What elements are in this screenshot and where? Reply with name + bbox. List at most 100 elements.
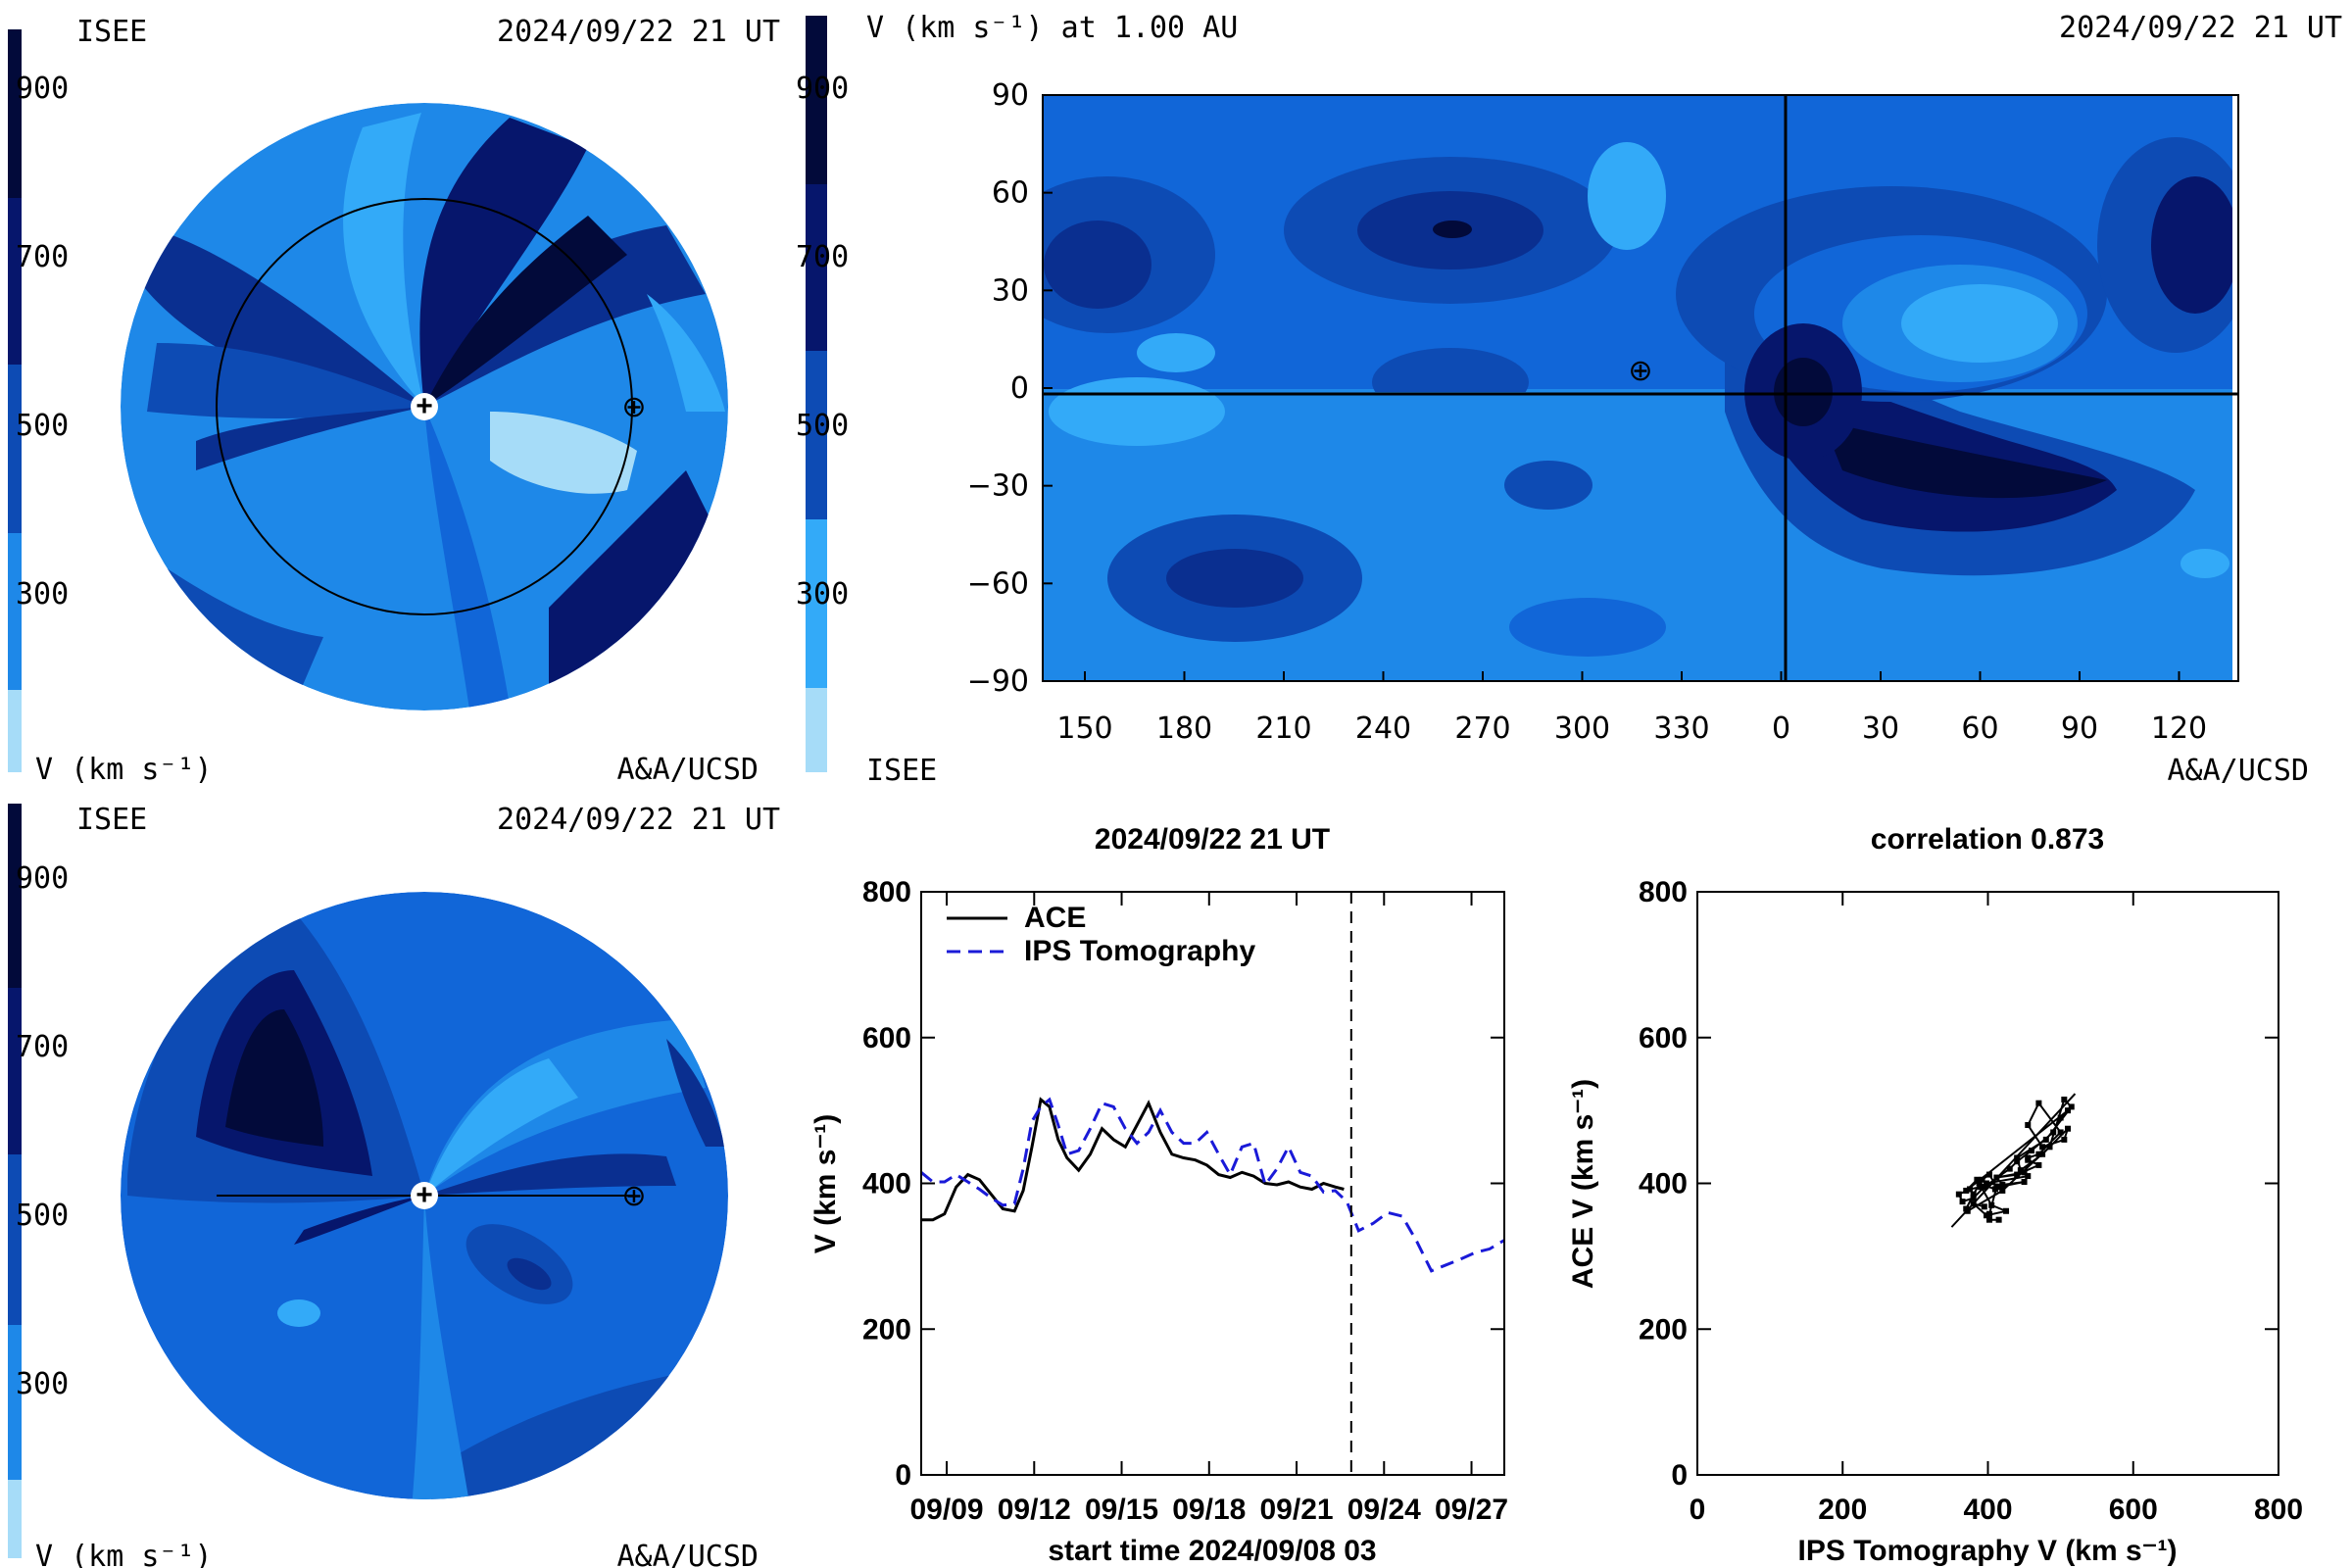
scatter-point [1988, 1201, 1995, 1208]
scatter-point [1979, 1176, 1985, 1183]
colorbar-top-right [806, 16, 827, 772]
timeseries-x-tick-label: 09/09 [909, 1494, 983, 1526]
scatter-point [2050, 1129, 2057, 1136]
scatter-point [1970, 1195, 1977, 1201]
timeseries-x-tick-label: 09/18 [1172, 1494, 1246, 1526]
colorbar-tick-700: 700 [796, 240, 849, 274]
scatter-x-tick-label: 0 [1690, 1494, 1706, 1526]
scatter-point [1984, 1180, 1990, 1187]
map-x-tick-label: 180 [1156, 711, 1212, 746]
scatter-point [2061, 1096, 2068, 1102]
timeseries-x-tick-label: 09/24 [1348, 1494, 1421, 1526]
timeseries-panel: 2024/09/22 21 UT 0 200 400 600 800 09/09 09/12… [809, 823, 1508, 1567]
map-x-tick-label: 30 [1862, 711, 1899, 746]
scatter-y-tick-label: 200 [1639, 1313, 1688, 1346]
map-x-ticks: 150 180 210 240 270 300 330 0 30 60 90 120 [1056, 671, 2207, 746]
map-x-tick-label: 330 [1653, 711, 1709, 746]
scatter-y-tick-label: 0 [1671, 1459, 1688, 1492]
earth-marker: ⊕ [621, 390, 646, 424]
timeseries-title: 2024/09/22 21 UT [1095, 823, 1330, 856]
colorbar-bottom-left [8, 804, 22, 1558]
scatter-point [2006, 1165, 2013, 1172]
map-title: V (km s⁻¹) at 1.00 AU [866, 11, 1238, 45]
map-x-tick-label: 90 [2061, 711, 2098, 746]
map-timestamp: 2024/09/22 21 UT [2059, 11, 2342, 45]
map-x-tick-label: 210 [1255, 711, 1311, 746]
timestamp-label: 2024/09/22 21 UT [497, 15, 780, 49]
map-credit-label: A&A/UCSD [2168, 754, 2310, 788]
sun-marker [411, 393, 438, 420]
scatter-point [2017, 1167, 2024, 1174]
scatter-point [2035, 1151, 2042, 1157]
scatter-point [2014, 1171, 2021, 1178]
timeseries-y-tick-label: 200 [862, 1313, 911, 1346]
scatter-point [2057, 1129, 2064, 1136]
scatter-point [1963, 1187, 1970, 1194]
scatter-point [2003, 1207, 2010, 1214]
timeseries-plot: 0 200 400 600 800 09/09 09/12 09/15 09/18 09/21 09… [862, 876, 1508, 1526]
timeseries-x-tick-label: 09/12 [998, 1494, 1071, 1526]
earth-orbit-circle [216, 198, 633, 615]
scatter-point [2065, 1107, 2072, 1114]
isee-label: ISEE [76, 15, 147, 49]
polar-panel-bottom: 900 700 500 300 ISEE 2024/09/22 21 UT V … [8, 803, 780, 1568]
fit-line [1950, 1093, 2077, 1228]
timeseries-frame [920, 891, 1505, 1476]
credit-label: A&A/UCSD [617, 1540, 760, 1568]
scatter-point [1981, 1203, 1987, 1210]
colorbar-tick-500: 500 [796, 409, 849, 443]
scatter-point [1985, 1216, 1992, 1223]
map-y-tick-label: −90 [967, 664, 1029, 699]
legend-ips-label: IPS Tomography [1024, 935, 1255, 967]
scatter-point [1985, 1171, 1992, 1178]
timeseries-y-tick-label: 800 [862, 876, 911, 908]
scatter-y-tick-label: 400 [1639, 1168, 1688, 1200]
map-x-tick-label: 150 [1056, 711, 1112, 746]
timeseries-ylabel: V (km s⁻¹) [809, 1114, 842, 1254]
timestamp-label: 2024/09/22 21 UT [497, 803, 780, 837]
colorbar-tick-300: 300 [796, 577, 849, 612]
scatter-x-tick-label: 400 [1963, 1494, 2012, 1526]
sun-cross: + [416, 1179, 433, 1211]
colorbar-tick-700: 700 [16, 240, 69, 274]
scatter-point [2021, 1169, 2028, 1176]
unit-label: V (km s⁻¹) [35, 753, 213, 787]
map-y-tick-label: −30 [967, 469, 1029, 504]
polar-disk-top [121, 103, 728, 710]
scatter-point [1999, 1181, 2006, 1188]
legend: ACE IPS Tomography [947, 902, 1255, 967]
colorbar-top-left [8, 29, 22, 772]
sun-cross: + [416, 390, 433, 422]
map-x-tick-label: 60 [1961, 711, 1998, 746]
scatter-point [1978, 1184, 1984, 1191]
scatter-point [1999, 1187, 2006, 1194]
scatter-plot: 0 200 400 600 800 0 200 400 600 800 [1639, 876, 2303, 1526]
scatter-point [2025, 1173, 2032, 1180]
scatter-point [2035, 1100, 2042, 1106]
colorbar-tick-500: 500 [16, 409, 69, 443]
scatter-point [2021, 1179, 2028, 1186]
colorbar-tick-700: 700 [16, 1030, 69, 1064]
scatter-point [2028, 1148, 2034, 1154]
colorbar-tick-500: 500 [16, 1199, 69, 1233]
scatter-point [1955, 1191, 1962, 1198]
map-panel: 900 700 500 300 V (km s⁻¹) at 1.00 AU 20… [796, 11, 2342, 788]
map-x-tick-label: 240 [1355, 711, 1411, 746]
timeseries-x-tick-label: 09/21 [1259, 1494, 1333, 1526]
timeseries-y-tick-label: 0 [895, 1459, 911, 1492]
map-y-tick-label: 90 [992, 78, 1029, 113]
scatter-frame [1696, 891, 2279, 1476]
scatter-point [1991, 1186, 1998, 1193]
credit-label: A&A/UCSD [617, 753, 760, 787]
scatter-title: correlation 0.873 [1871, 823, 2104, 856]
ips-series-line [921, 1097, 1504, 1273]
scatter-point [2039, 1151, 2046, 1157]
scatter-point [1959, 1199, 1966, 1205]
map-y-tick-label: 60 [992, 176, 1029, 211]
scatter-point [1976, 1180, 1983, 1187]
earth-marker: ⊕ [1628, 354, 1652, 388]
map-y-tick-label: −60 [967, 566, 1029, 601]
scatter-point [2039, 1144, 2046, 1151]
map-x-tick-label: 270 [1454, 711, 1510, 746]
